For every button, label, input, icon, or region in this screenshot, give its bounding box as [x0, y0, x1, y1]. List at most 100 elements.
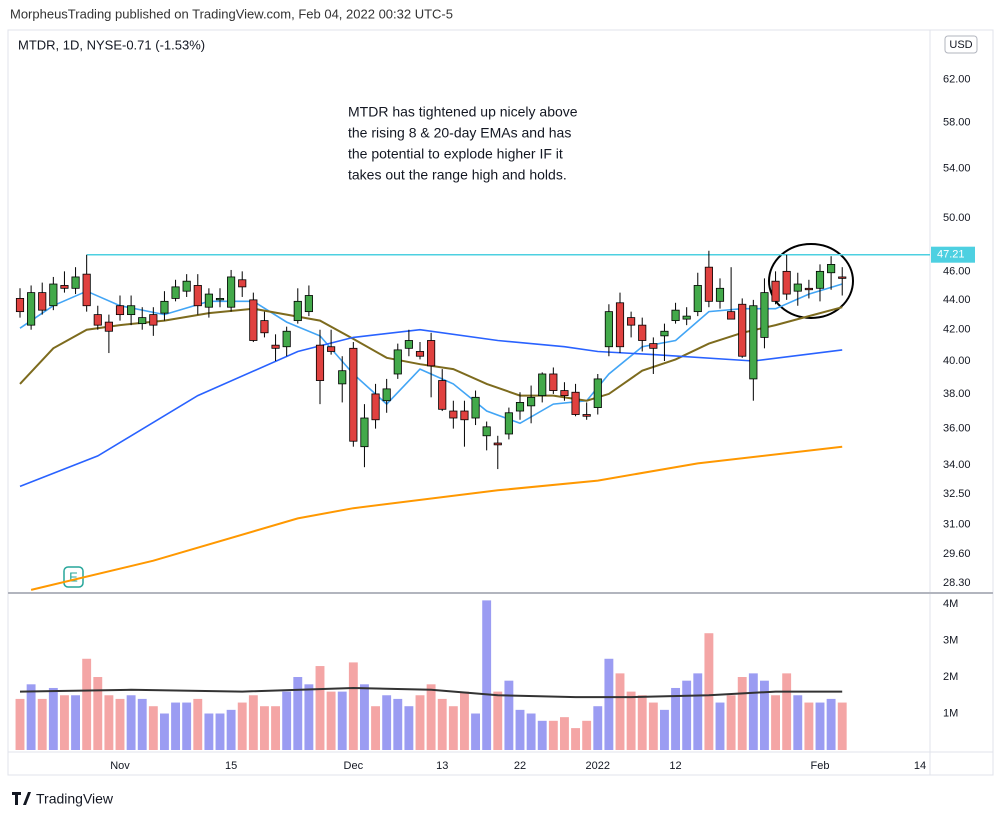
volume-bar — [493, 691, 503, 750]
volume-bar — [615, 673, 625, 750]
x-tick-label: 22 — [514, 760, 526, 772]
volume-bar — [104, 695, 114, 750]
candle-body — [60, 285, 69, 289]
currency-box[interactable] — [944, 35, 978, 54]
volume-bar — [837, 702, 847, 750]
candle-body — [471, 396, 480, 419]
y-tick-label: 36.00 — [943, 423, 971, 435]
candle-body — [827, 264, 836, 274]
x-tick-label: Dec — [344, 760, 364, 772]
candle-body — [160, 300, 169, 314]
candle-body — [815, 270, 825, 289]
volume-bar — [460, 691, 469, 750]
volume-bar — [193, 698, 203, 750]
footer-brand: TradingView — [36, 791, 114, 807]
symbol-info: MTDR, 1D, NYSE — [18, 37, 122, 52]
volume-bar — [471, 713, 480, 750]
volume-bar — [182, 702, 192, 750]
candle-body — [138, 317, 147, 325]
candle-body — [260, 320, 269, 334]
candle-body — [15, 298, 25, 313]
chart-frame — [7, 29, 994, 776]
x-tick-label: Nov — [110, 760, 130, 772]
y-tick-label: 62.00 — [943, 74, 971, 86]
volume-bar — [37, 698, 47, 750]
volume-bar — [671, 687, 680, 750]
candle-body — [327, 346, 336, 352]
candle-body — [771, 280, 780, 302]
candle-body — [760, 292, 769, 338]
volume-bar — [482, 600, 492, 750]
candle-body — [127, 305, 136, 316]
volume-bar — [82, 658, 92, 750]
volume-bar — [760, 680, 769, 750]
candle-body — [204, 293, 213, 308]
x-tick-label: Feb — [811, 760, 830, 772]
volume-bar — [748, 673, 758, 750]
candle-body — [493, 442, 502, 446]
candle-body — [215, 298, 225, 301]
volume-bar — [782, 673, 792, 750]
earnings-label[interactable]: E — [69, 569, 78, 584]
volume-bar — [271, 706, 280, 750]
volume-bar — [60, 695, 69, 750]
volume-bar — [93, 677, 103, 750]
candle-body — [560, 390, 569, 397]
volume-bar — [426, 684, 436, 750]
volume-bar — [660, 709, 669, 750]
volume-tick-label: 4M — [943, 598, 958, 610]
candle-body — [304, 295, 313, 313]
volume-bar — [393, 698, 403, 750]
volume-bar — [515, 709, 525, 750]
candle-body — [693, 285, 702, 313]
currency[interactable]: USD — [949, 39, 972, 51]
y-tick-label: 28.30 — [943, 577, 971, 589]
candle-body — [315, 344, 325, 381]
volume-ma-line — [19, 686, 843, 699]
volume-bar — [215, 713, 225, 750]
volume-bar — [137, 698, 147, 750]
volume-bar — [437, 698, 447, 750]
candle-body — [427, 340, 436, 367]
moving-average-line — [30, 445, 843, 591]
candle-body — [38, 292, 47, 311]
volume-bar — [48, 687, 58, 750]
candle-body — [227, 276, 236, 308]
candle-body — [93, 314, 102, 326]
volume-bar — [315, 666, 325, 750]
y-tick-label: 38.00 — [943, 388, 971, 400]
candle-body — [82, 273, 91, 307]
volume-bar — [360, 684, 369, 750]
volume-bar — [815, 702, 825, 750]
y-tick-label: 44.00 — [943, 294, 971, 306]
volume-bar — [526, 713, 536, 750]
annotation-line: MTDR has tightened up nicely above — [348, 104, 578, 120]
x-tick-label: 2022 — [586, 760, 610, 772]
price-tag: 47.21 — [937, 249, 965, 261]
x-tick-label: 12 — [669, 760, 681, 772]
volume-bar — [15, 698, 25, 750]
candle-body — [449, 410, 458, 419]
y-tick-label: 54.00 — [943, 162, 971, 174]
volume-bar — [282, 691, 292, 750]
candle-body — [460, 410, 469, 421]
volume-bar — [115, 698, 125, 750]
candle-body — [727, 311, 736, 320]
candle-body — [615, 302, 625, 348]
candle-body — [838, 276, 847, 279]
volume-bar — [337, 691, 347, 750]
volume-bar — [826, 698, 836, 750]
candle-body — [593, 378, 602, 408]
volume-bar — [593, 706, 603, 750]
publish-header: MorpheusTrading published on TradingView… — [10, 6, 453, 21]
volume-bar — [548, 720, 558, 750]
candle-body — [115, 305, 125, 316]
candle-body — [715, 287, 725, 302]
annotation-line: the potential to explode higher IF it — [348, 146, 563, 162]
volume-bar — [682, 680, 692, 750]
candle-body — [438, 380, 447, 410]
volume-bar — [382, 695, 392, 750]
volume-bar — [726, 695, 736, 750]
y-tick-label: 31.00 — [943, 518, 971, 530]
